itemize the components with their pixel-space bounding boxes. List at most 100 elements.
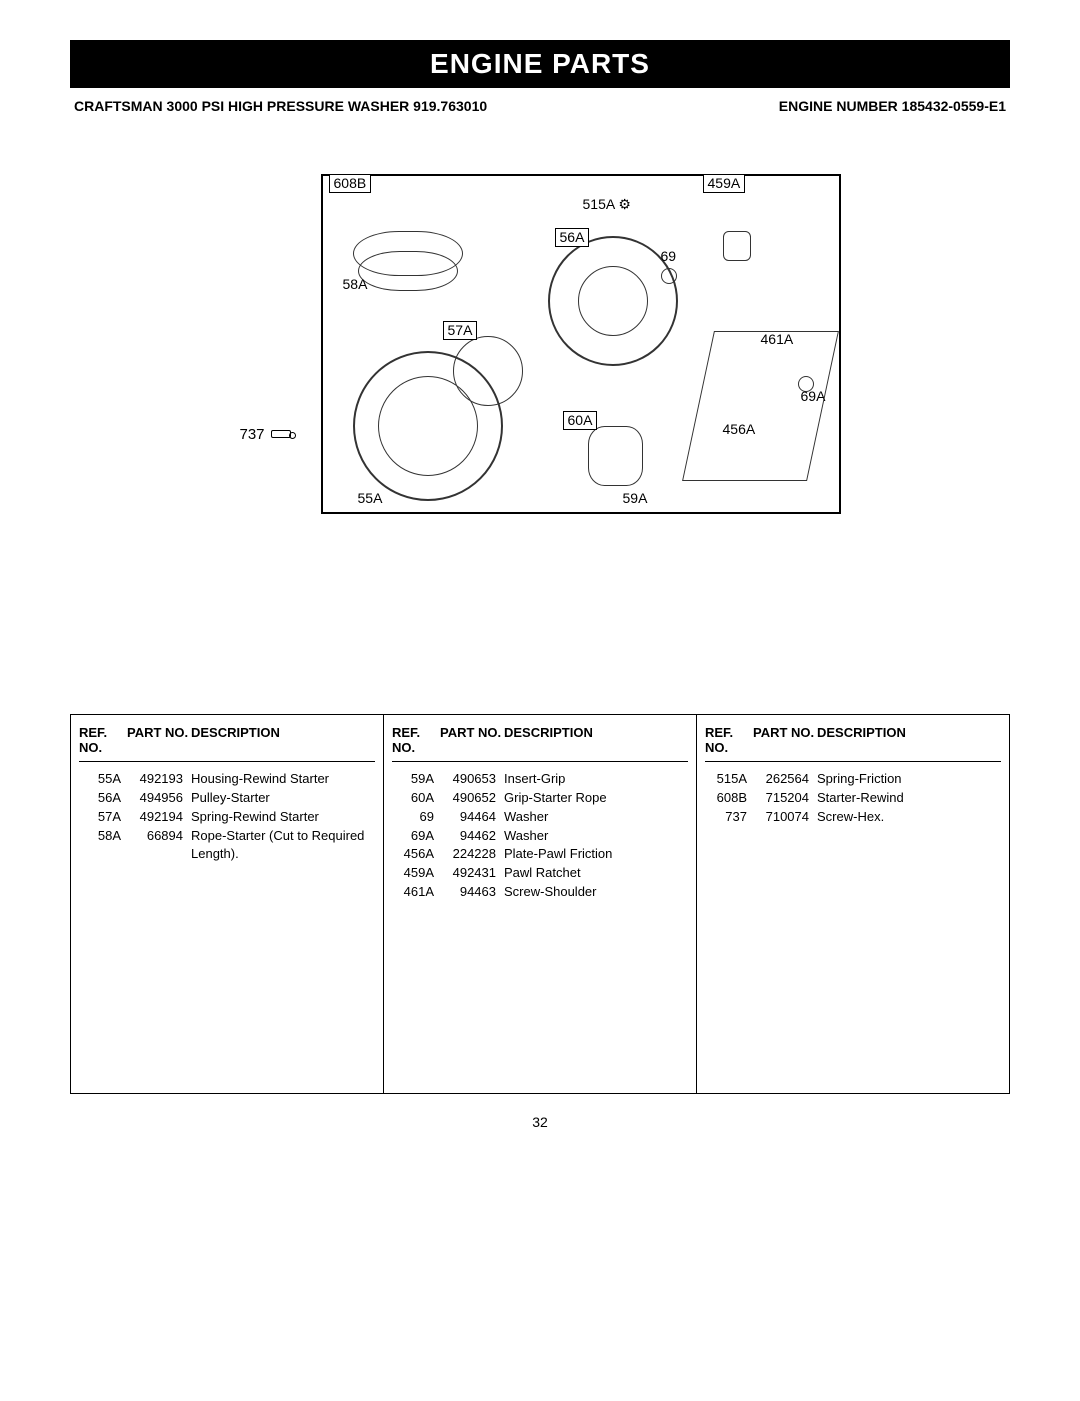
label-58A: 58A xyxy=(343,276,368,292)
th-part: PART NO. xyxy=(753,725,817,755)
callout-60A: 60A xyxy=(563,411,598,430)
label-515A: 515A ⚙ xyxy=(583,196,631,213)
callout-57A: 57A xyxy=(443,321,478,340)
td-part: 715204 xyxy=(753,789,817,808)
td-desc: Starter-Rewind xyxy=(817,789,1001,808)
td-ref: 459A xyxy=(392,864,440,883)
diagram-area: 737 608B 515A ⚙ 459A 56A 69 58A 57A xyxy=(70,174,1010,514)
td-part: 710074 xyxy=(753,808,817,827)
th-ref: REF. NO. xyxy=(79,725,127,755)
sketch-washer69 xyxy=(661,268,677,284)
th-desc: DESCRIPTION xyxy=(817,725,1001,755)
td-part: 492431 xyxy=(440,864,504,883)
th-part: PART NO. xyxy=(127,725,191,755)
spring-icon: ⚙ xyxy=(618,196,631,212)
th-desc: DESCRIPTION xyxy=(191,725,375,755)
table-row: 456A224228Plate-Pawl Friction xyxy=(392,845,688,864)
td-desc: Housing-Rewind Starter xyxy=(191,770,375,789)
page: ENGINE PARTS CRAFTSMAN 3000 PSI HIGH PRE… xyxy=(0,0,1080,1170)
table-header: REF. NO. PART NO. DESCRIPTION xyxy=(79,725,375,762)
th-part: PART NO. xyxy=(440,725,504,755)
table-row: 56A494956Pulley-Starter xyxy=(79,789,375,808)
td-ref: 737 xyxy=(705,808,753,827)
table-row: 69A94462Washer xyxy=(392,827,688,846)
label-55A: 55A xyxy=(358,490,383,506)
sketch-grip xyxy=(588,426,643,486)
table-row: 515A262564Spring-Friction xyxy=(705,770,1001,789)
parts-table: REF. NO. PART NO. DESCRIPTION 55A492193H… xyxy=(70,714,1010,1094)
callout-56A: 56A xyxy=(555,228,590,247)
td-desc: Pawl Ratchet xyxy=(504,864,688,883)
td-ref: 59A xyxy=(392,770,440,789)
td-part: 94462 xyxy=(440,827,504,846)
td-part: 490652 xyxy=(440,789,504,808)
td-desc: Screw-Hex. xyxy=(817,808,1001,827)
td-ref: 57A xyxy=(79,808,127,827)
table-row: 55A492193Housing-Rewind Starter xyxy=(79,770,375,789)
sketch-rope-coil2 xyxy=(358,251,458,291)
td-desc: Pulley-Starter xyxy=(191,789,375,808)
callout-608B: 608B xyxy=(329,174,372,193)
td-desc: Washer xyxy=(504,808,688,827)
td-ref: 456A xyxy=(392,845,440,864)
table-row: 608B715204Starter-Rewind xyxy=(705,789,1001,808)
table-column-1: REF. NO. PART NO. DESCRIPTION 55A492193H… xyxy=(71,715,384,1093)
td-part: 262564 xyxy=(753,770,817,789)
title-bar: ENGINE PARTS xyxy=(70,40,1010,88)
td-part: 94463 xyxy=(440,883,504,902)
th-desc: DESCRIPTION xyxy=(504,725,688,755)
table-row: 59A490653Insert-Grip xyxy=(392,770,688,789)
td-ref: 58A xyxy=(79,827,127,865)
td-ref: 461A xyxy=(392,883,440,902)
td-part: 224228 xyxy=(440,845,504,864)
table-row: 6994464Washer xyxy=(392,808,688,827)
table-row: 57A492194Spring-Rewind Starter xyxy=(79,808,375,827)
td-part: 490653 xyxy=(440,770,504,789)
th-ref: REF. NO. xyxy=(392,725,440,755)
screw-icon xyxy=(271,430,291,438)
label-59A: 59A xyxy=(623,490,648,506)
td-ref: 608B xyxy=(705,789,753,808)
td-part: 492194 xyxy=(127,808,191,827)
subheader: CRAFTSMAN 3000 PSI HIGH PRESSURE WASHER … xyxy=(70,98,1010,114)
td-desc: Insert-Grip xyxy=(504,770,688,789)
td-desc: Spring-Friction xyxy=(817,770,1001,789)
table-row: 459A492431Pawl Ratchet xyxy=(392,864,688,883)
table-row: 60A490652Grip-Starter Rope xyxy=(392,789,688,808)
td-part: 94464 xyxy=(440,808,504,827)
label-461A: 461A xyxy=(761,331,794,347)
sketch-plate xyxy=(682,331,839,481)
td-ref: 60A xyxy=(392,789,440,808)
table-row: 737710074Screw-Hex. xyxy=(705,808,1001,827)
td-desc: Spring-Rewind Starter xyxy=(191,808,375,827)
callout-459A: 459A xyxy=(703,174,746,193)
td-part: 494956 xyxy=(127,789,191,808)
sketch-pulley-inner xyxy=(578,266,648,336)
td-part: 492193 xyxy=(127,770,191,789)
product-right: ENGINE NUMBER 185432-0559-E1 xyxy=(779,98,1006,114)
td-desc: Washer xyxy=(504,827,688,846)
td-part: 66894 xyxy=(127,827,191,865)
label-737: 737 xyxy=(239,426,264,443)
td-desc: Grip-Starter Rope xyxy=(504,789,688,808)
label-69A: 69A xyxy=(801,388,826,404)
td-ref: 69A xyxy=(392,827,440,846)
sketch-pawl xyxy=(723,231,751,261)
page-number: 32 xyxy=(70,1114,1010,1130)
td-desc: Screw-Shoulder xyxy=(504,883,688,902)
table-header: REF. NO. PART NO. DESCRIPTION xyxy=(705,725,1001,762)
td-desc: Plate-Pawl Friction xyxy=(504,845,688,864)
table-row: 461A94463Screw-Shoulder xyxy=(392,883,688,902)
table-row: 58A66894Rope-Starter (Cut to Required Le… xyxy=(79,827,375,865)
td-ref: 69 xyxy=(392,808,440,827)
td-ref: 55A xyxy=(79,770,127,789)
th-ref: REF. NO. xyxy=(705,725,753,755)
diagram-box: 608B 515A ⚙ 459A 56A 69 58A 57A 461A 69A… xyxy=(321,174,841,514)
td-ref: 56A xyxy=(79,789,127,808)
label-456A: 456A xyxy=(723,421,756,437)
label-69: 69 xyxy=(661,248,677,264)
sketch-spring xyxy=(453,336,523,406)
td-desc: Rope-Starter (Cut to Required Length). xyxy=(191,827,375,865)
diagram-outside-label: 737 xyxy=(239,426,290,443)
product-left: CRAFTSMAN 3000 PSI HIGH PRESSURE WASHER … xyxy=(74,98,487,114)
